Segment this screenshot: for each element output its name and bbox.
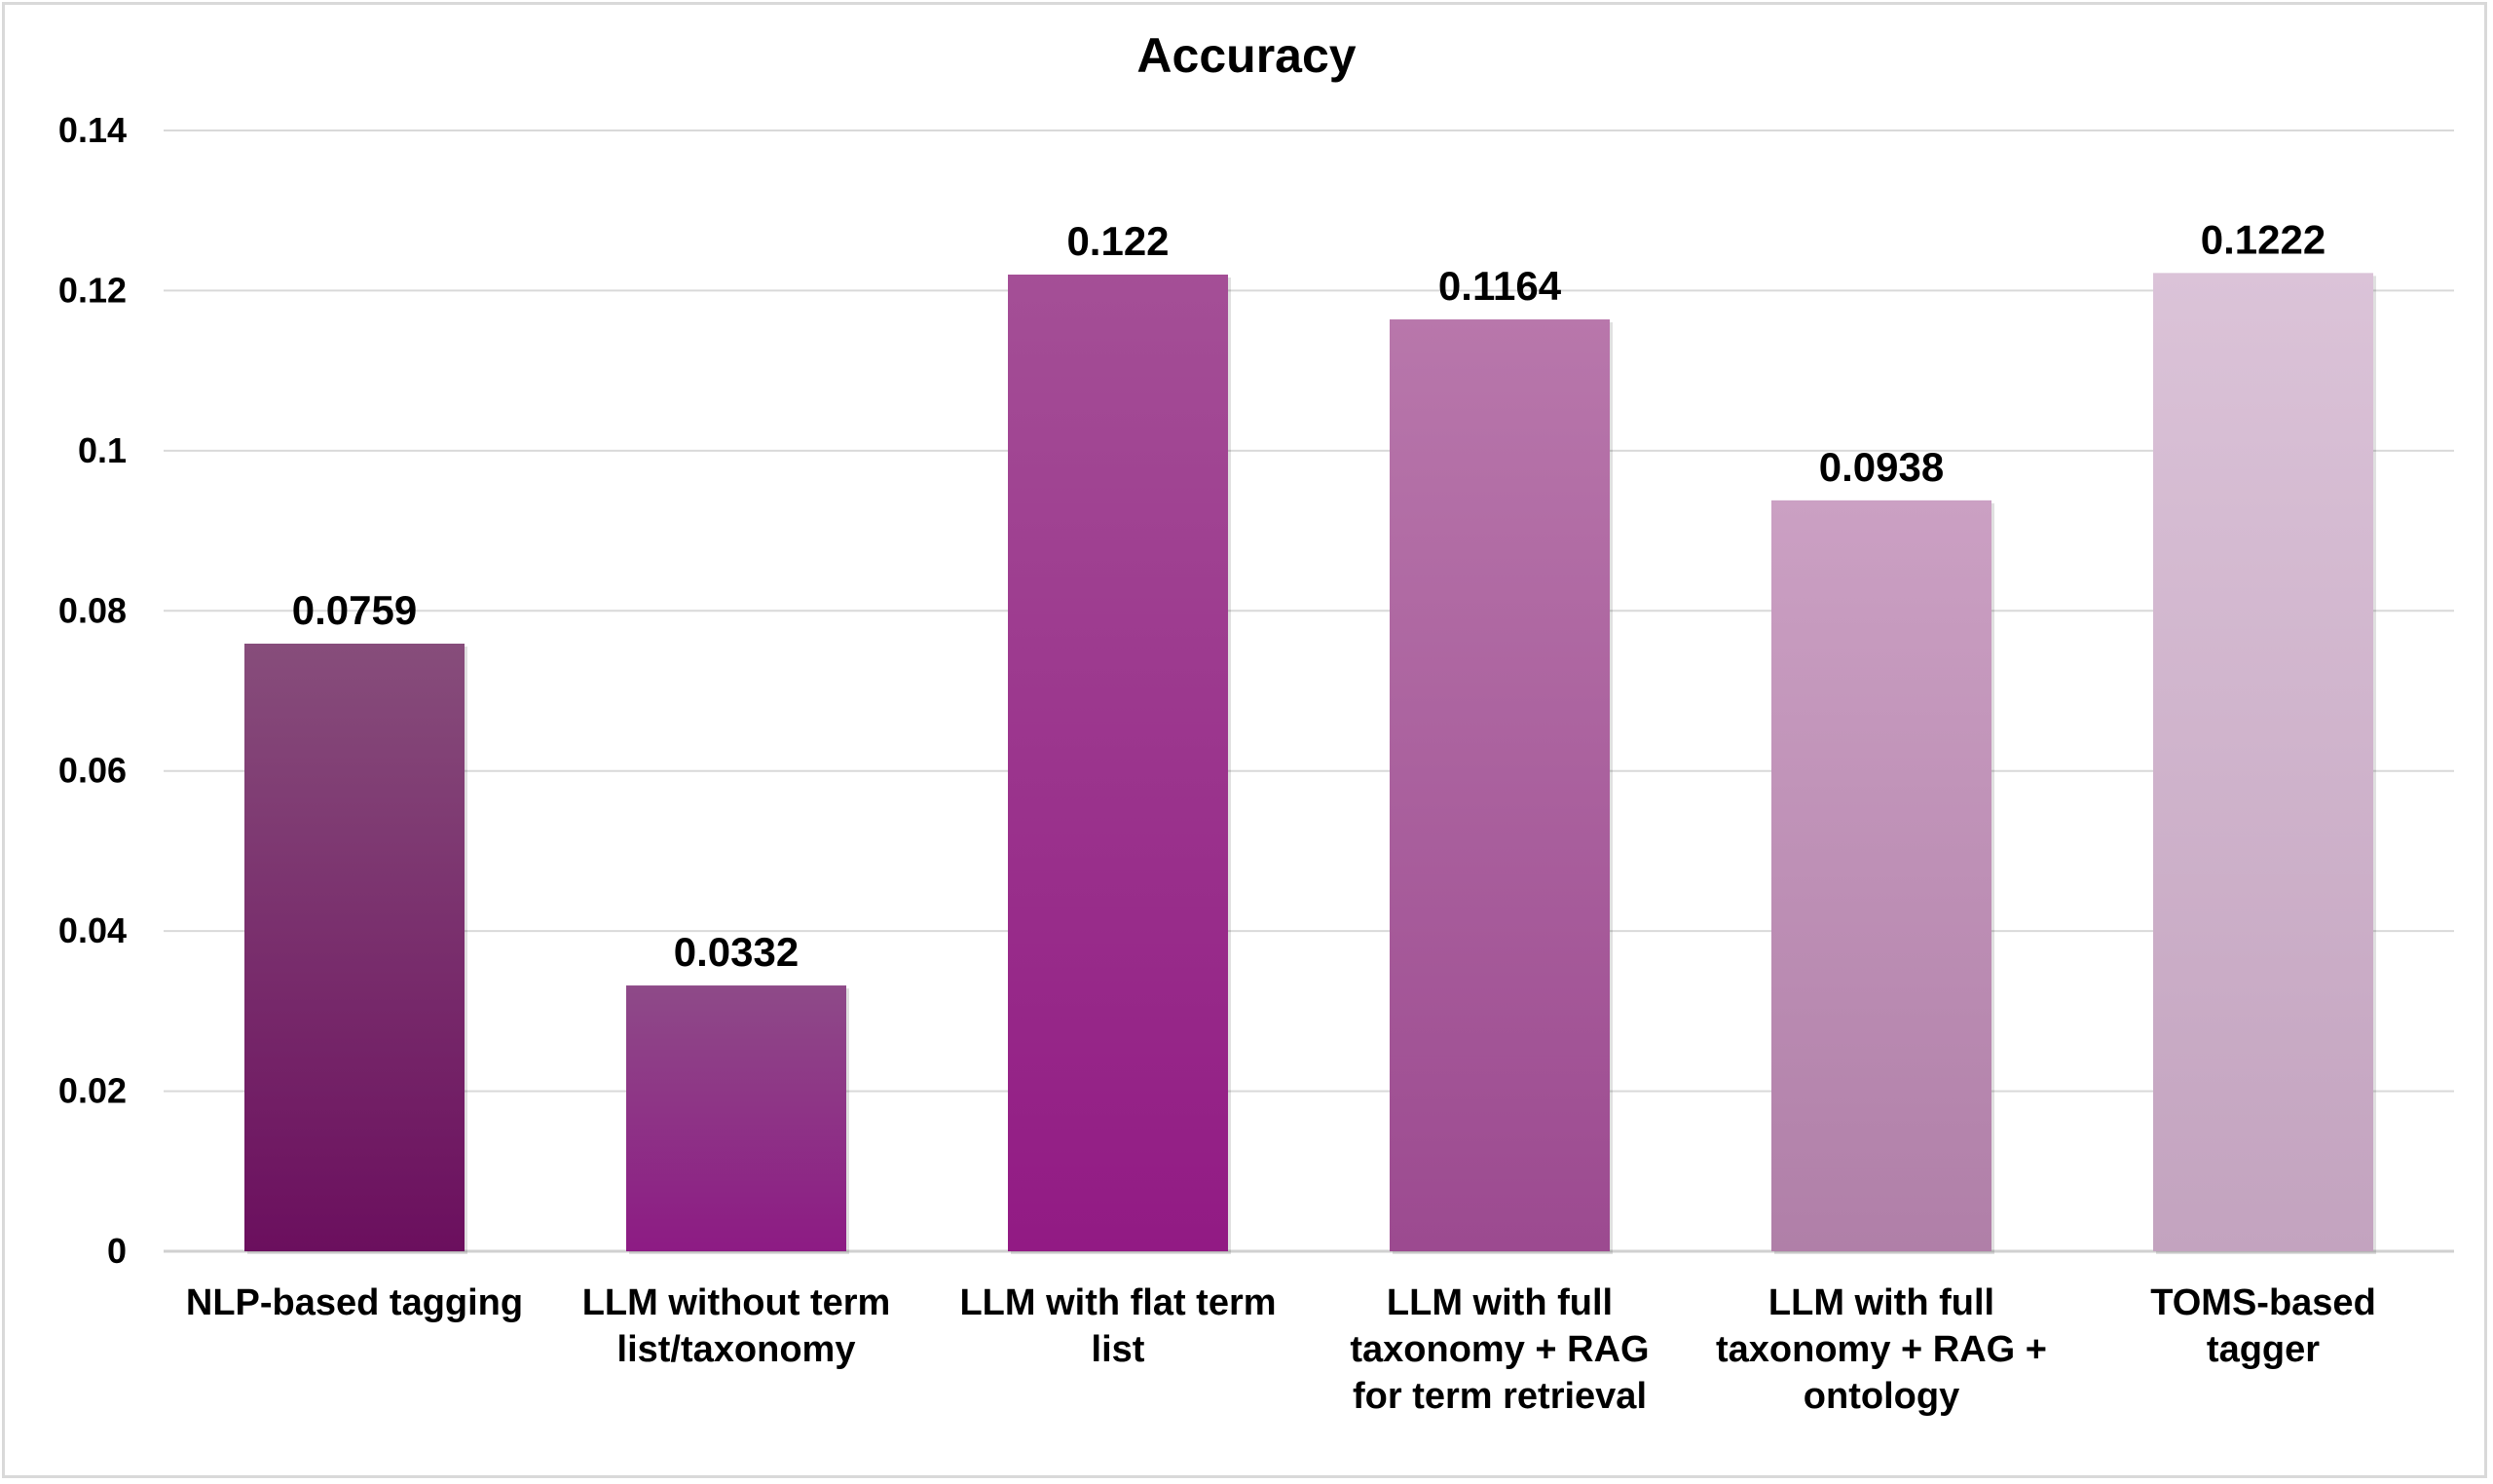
x-tick-label: ontology xyxy=(1804,1376,1959,1417)
data-label: 0.1164 xyxy=(1438,263,1562,309)
x-tick-label: list xyxy=(1092,1329,1145,1370)
data-label: 0.122 xyxy=(1066,218,1169,264)
y-tick-label: 0 xyxy=(107,1231,127,1271)
x-tick-label: LLM with flat term xyxy=(959,1282,1276,1323)
y-axis-ticks: 0 0.02 0.04 0.06 0.08 0.1 0.12 0.14 xyxy=(58,110,127,1271)
x-tick-label: LLM with full xyxy=(1768,1282,1994,1323)
data-labels: 0.0759 0.0332 0.122 0.1164 0.0938 0.1222 xyxy=(292,216,2326,975)
bars xyxy=(244,273,2376,1254)
x-axis-labels: NLP-based tagging LLM without term list/ta… xyxy=(186,1282,2376,1417)
y-tick-label: 0.12 xyxy=(58,270,127,310)
gridlines xyxy=(164,130,2454,1253)
bar xyxy=(1008,274,1228,1251)
y-tick-label: 0.06 xyxy=(58,751,127,791)
bar xyxy=(1771,500,1991,1251)
x-tick-label: for term retrieval xyxy=(1353,1376,1647,1417)
chart-title: Accuracy xyxy=(1136,28,1356,83)
x-tick-label: tagger xyxy=(2207,1329,2320,1370)
x-tick-label: LLM without term xyxy=(582,1282,891,1323)
y-tick-label: 0.08 xyxy=(58,590,127,630)
y-tick-label: 0.04 xyxy=(58,910,127,950)
data-label: 0.0759 xyxy=(292,587,417,633)
x-tick-label: NLP-based tagging xyxy=(186,1282,523,1323)
data-label: 0.0938 xyxy=(1819,444,1944,490)
bar xyxy=(2153,273,2373,1251)
y-tick-label: 0.02 xyxy=(58,1071,127,1111)
y-tick-label: 0.14 xyxy=(58,110,127,150)
bar xyxy=(244,643,465,1251)
x-tick-label: list/taxonomy xyxy=(617,1329,856,1370)
x-tick-label: taxonomy + RAG + xyxy=(1716,1329,2047,1370)
data-label: 0.0332 xyxy=(674,929,799,975)
x-tick-label: taxonomy + RAG xyxy=(1350,1329,1649,1370)
y-tick-label: 0.1 xyxy=(78,430,127,470)
x-tick-label: LLM with full xyxy=(1387,1282,1613,1323)
x-tick-label: TOMS-based xyxy=(2150,1282,2376,1323)
bar xyxy=(626,985,846,1251)
data-label: 0.1222 xyxy=(2201,216,2326,262)
bar xyxy=(1390,319,1610,1251)
